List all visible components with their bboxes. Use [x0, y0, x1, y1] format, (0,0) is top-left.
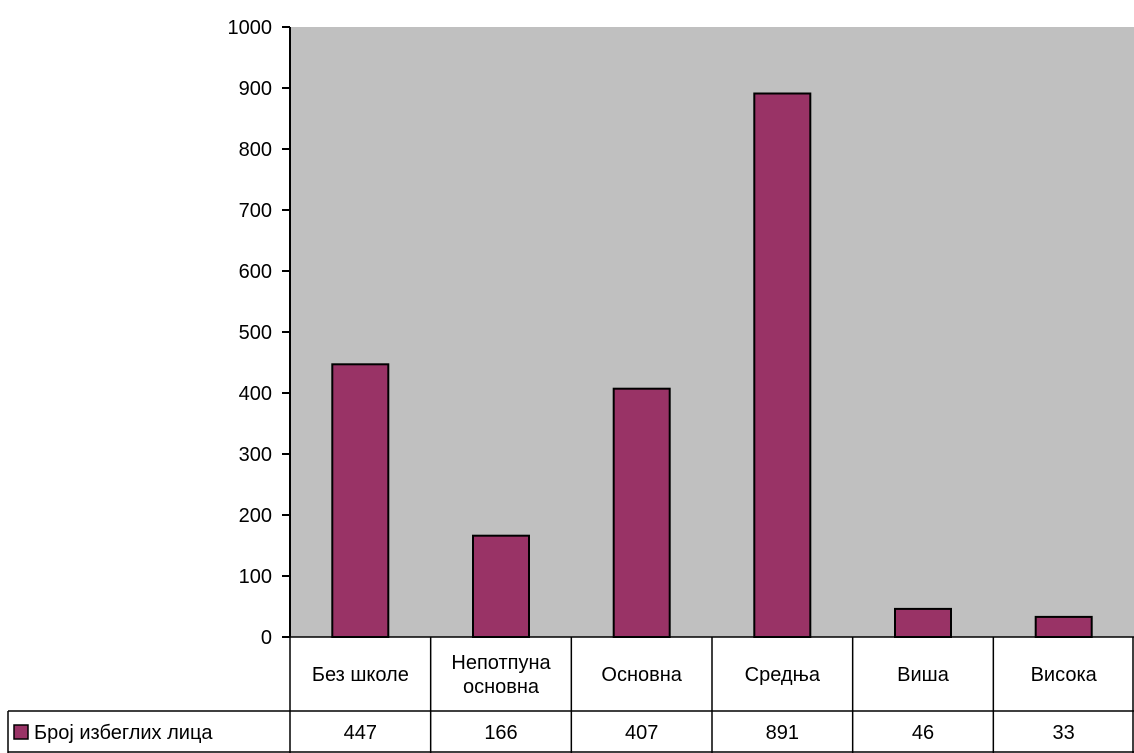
y-tick-label: 800	[239, 139, 272, 161]
bars-group	[331, 92, 1093, 639]
data-table-value: 447	[344, 722, 377, 744]
bar	[472, 534, 530, 639]
y-tick-label: 500	[239, 322, 272, 344]
bar	[612, 387, 671, 639]
plot-area	[290, 27, 1134, 637]
data-table-value: 46	[912, 722, 934, 744]
y-tick-label: 0	[261, 627, 272, 649]
y-tick-label: 1000	[228, 17, 273, 39]
category-label: Висока	[1031, 664, 1098, 686]
bar	[753, 92, 812, 638]
y-tick-label: 600	[239, 261, 272, 283]
category-label: Средња	[745, 664, 821, 686]
bar	[1034, 615, 1093, 639]
y-tick-label: 100	[239, 566, 272, 588]
y-tick-label: 200	[239, 505, 272, 527]
data-table-value: 407	[625, 722, 658, 744]
y-tick-label: 900	[239, 78, 272, 100]
y-tick-label: 400	[239, 383, 272, 405]
category-label: Виша	[897, 664, 950, 686]
data-table-value: 166	[484, 722, 517, 744]
bar	[894, 607, 952, 639]
category-label: Без школе	[312, 664, 409, 686]
data-table-value: 33	[1053, 722, 1075, 744]
y-tick-label: 300	[239, 444, 272, 466]
legend-swatch	[13, 724, 29, 740]
data-table-value: 891	[766, 722, 799, 744]
category-label: Основна	[601, 664, 682, 686]
y-axis: 0 100 200 300 400 500 600 700 800 900 1000	[228, 17, 291, 649]
bar	[331, 363, 390, 638]
category-label: Непотпуна основна	[451, 652, 551, 698]
data-table: Без школе Непотпуна основна Основна Средња Ви…	[7, 636, 1134, 753]
legend-label: Број избеглих лица	[34, 722, 213, 744]
y-tick-label: 700	[239, 200, 272, 222]
